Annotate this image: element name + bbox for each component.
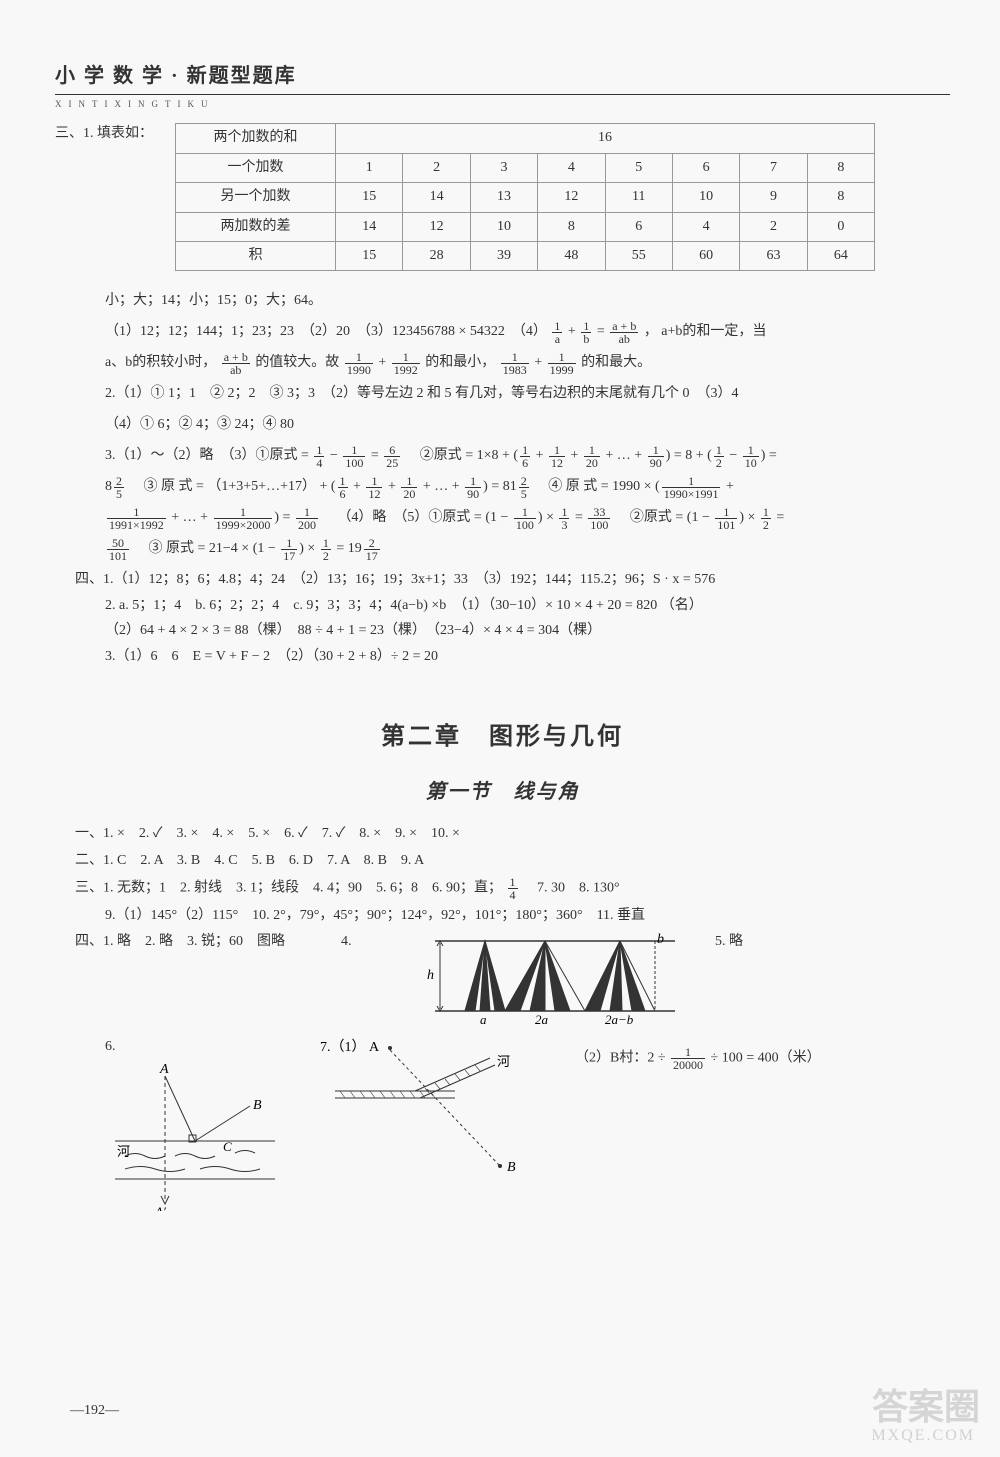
table-row: 一个加数 1 2 3 4 5 6 7 8	[176, 153, 875, 182]
page-subtitle: XINTIXINGTIKU	[55, 94, 950, 111]
answer-row: 三、1. 无数；1 2. 射线 3. 1；线段 4. 4；90 5. 6；8 6…	[75, 876, 950, 901]
answer-row: 9.（1）145°（2）115° 10. 2°，79°，45°；90°；124°…	[105, 905, 950, 927]
page-title: 小 学 数 学 · 新题型题库	[55, 60, 950, 92]
math-line: 四、1.（1）12；8；6；4.8；4；24 （2）13；16；19；3x+1；…	[75, 569, 950, 591]
answer-row: 一、1. × 2. ✓ 3. × 4. × 5. × 6. ✓ 7. ✓ 8. …	[75, 823, 950, 845]
answer-7-2: （2）B村：2 ÷ 120000 ÷ 100 = 400（米）	[575, 1046, 821, 1071]
math-line: 11991×1992 + … + 11999×2000) = 1200 （4）略…	[105, 504, 950, 532]
svg-text:河: 河	[117, 1144, 130, 1159]
row-header: 另一个加数	[176, 183, 336, 212]
answer-row-diagram4: 四、1. 略 2. 略 3. 锐；60 图略 4. h a 2a 2a−b b …	[75, 931, 950, 1026]
diagram-7: 7.（1） A 河 B	[315, 1036, 545, 1186]
addends-table: 两个加数的和 16 一个加数 1 2 3 4 5 6 7 8 另一个加数 15 …	[175, 123, 875, 271]
answer-row: 二、1. C 2. A 3. B 4. C 5. B 6. D 7. A 8. …	[75, 850, 950, 872]
section-title: 第一节 线与角	[55, 776, 950, 808]
svg-text:h: h	[427, 968, 434, 983]
svg-text:B: B	[507, 1160, 516, 1175]
chapter-title: 第二章 图形与几何	[55, 718, 950, 756]
page-number: —192—	[70, 1400, 119, 1422]
row-header: 一个加数	[176, 153, 336, 182]
section-4: 四、1.（1）12；8；6；4.8；4；24 （2）13；16；19；3x+1；…	[75, 569, 950, 668]
math-line: 2.（1）① 1；1 ② 2；2 ③ 3；3 （2）等号左边 2 和 5 有几对…	[105, 380, 950, 408]
math-line: （1）12；12；144；1；23；23 （2）20 （3）123456788 …	[105, 318, 950, 346]
svg-text:河: 河	[497, 1054, 510, 1069]
remark-line: 小；大；14；小；15；0；大；64。	[105, 287, 950, 315]
diagram-6: 6. A B 河 C A′	[105, 1036, 285, 1210]
watermark-url: MXQE.COM	[871, 1423, 975, 1449]
math-line: 50101 ③ 原式 = 21−4 × (1 − 117) × 12 = 192…	[105, 535, 950, 563]
svg-text:2a: 2a	[535, 1012, 549, 1026]
svg-text:2a−b: 2a−b	[605, 1012, 634, 1026]
math-line: （2）64 + 4 × 2 × 3 = 88（棵） 88 ÷ 4 + 1 = 2…	[105, 620, 950, 642]
svg-text:B: B	[253, 1098, 262, 1113]
row-header: 两加数的差	[176, 212, 336, 241]
svg-text:A′: A′	[154, 1204, 166, 1211]
svg-text:b: b	[657, 932, 664, 947]
svg-text:a: a	[480, 1012, 487, 1026]
math-line: 825 ③ 原 式 = （1+3+5+…+17） + (16 + 112 + 1…	[105, 473, 950, 501]
math-line: 3.（1）6 6 E = V + F − 2 （2）（30 + 2 + 8）÷ …	[105, 646, 950, 668]
svg-text:7.（1） A: 7.（1） A	[320, 1039, 380, 1055]
math-line: 3.（1）～（2）略 （3）①原式 = 14 − 1100 = 625 ②原式 …	[105, 442, 950, 470]
svg-text:C: C	[223, 1139, 232, 1154]
math-line: 2. a. 5；1；4 b. 6；2；2；4 c. 9；3；3；4；4(a−b)…	[105, 595, 950, 617]
math-line: （4）① 6；② 4；③ 24；④ 80	[105, 411, 950, 439]
table-row: 两加数的差 14 12 10 8 6 4 2 0	[176, 212, 875, 241]
row-header: 积	[176, 241, 336, 270]
math-line: a、b的积较小时， a + bab 的值较大。故 11990 + 11992 的…	[105, 349, 950, 377]
section3-content: 小；大；14；小；15；0；大；64。 （1）12；12；144；1；23；23…	[105, 287, 950, 563]
table-row: 两个加数的和 16	[176, 124, 875, 153]
table-row: 积 15 28 39 48 55 60 63 64	[176, 241, 875, 270]
diagram-triangles: h a 2a 2a−b b	[405, 931, 685, 1026]
section-3-label: 三、1. 填表如：	[55, 123, 175, 145]
merged-cell: 16	[336, 124, 875, 153]
row-header: 两个加数的和	[176, 124, 336, 153]
table-row: 另一个加数 15 14 13 12 11 10 9 8	[176, 183, 875, 212]
svg-text:A: A	[159, 1062, 169, 1077]
